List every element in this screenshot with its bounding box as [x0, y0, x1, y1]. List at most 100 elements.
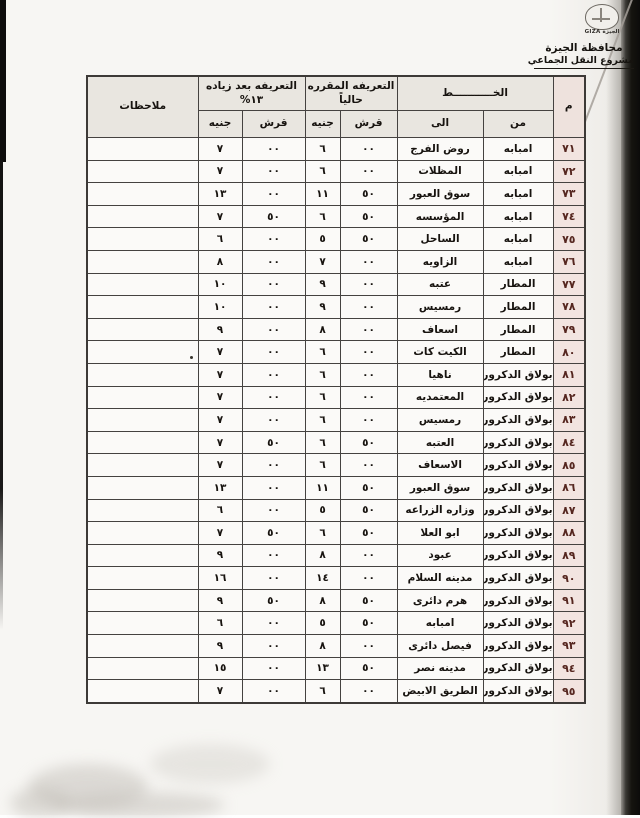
cell-num: ٨١ [552, 362, 586, 387]
cell-new_le: ٩ [197, 588, 243, 613]
cell-new_pt: ٠٠ [241, 453, 306, 477]
table-row: ٧٢ امبابه المظلات ٠٠ ٦ ٠٠ ٧ [86, 159, 586, 184]
cell-notes [86, 498, 199, 523]
cell-new_pt: ٠٠ [241, 543, 306, 568]
cell-new_pt: ٠٠ [241, 295, 306, 319]
cell-cur_le: ٦ [304, 453, 341, 477]
cell-cur_pt: ٥٠ [339, 656, 398, 681]
table-row: ٧٤ امبابه المؤسسه ٥٠ ٦ ٥٠ ٧ [86, 204, 586, 229]
table-row: ٧١ امبابه روض الفرج ٠٠ ٦ ٠٠ ٧ [86, 137, 586, 161]
table-row: ٩٣ بولاق الدكرور فيصل دائرى ٠٠ ٨ ٠٠ ٩ [86, 634, 586, 658]
cell-cur_le: ٨ [304, 634, 341, 658]
scan-smudge-artifact [55, 792, 225, 818]
cell-new_le: ٦ [197, 227, 243, 251]
cell-new_pt: ٠٠ [241, 317, 306, 342]
cell-to: سوق العبور [396, 475, 484, 500]
scan-edge-right-shadow [606, 0, 621, 815]
cell-to: سوق العبور [396, 182, 484, 206]
cell-new_le: ١٠ [197, 295, 243, 319]
cell-new_le: ٧ [197, 408, 243, 432]
cell-notes [86, 656, 199, 681]
cell-notes [86, 475, 199, 500]
cell-new_pt: ٥٠ [241, 204, 306, 229]
cell-new_pt: ٠٠ [241, 340, 306, 364]
cell-from: امبابه [482, 159, 554, 184]
cell-to: ناهيا [396, 362, 484, 387]
cell-notes [86, 227, 199, 251]
cell-notes [86, 521, 199, 545]
cell-cur_pt: ٥٠ [339, 430, 398, 455]
cell-cur_le: ٥ [304, 498, 341, 523]
ink-speck-artifact [190, 356, 193, 359]
cell-num: ٩٠ [552, 566, 586, 590]
cell-from: بولاق الدكرور [482, 679, 554, 704]
cell-num: ٨٦ [552, 475, 586, 500]
cell-cur_le: ٦ [304, 385, 341, 410]
cell-to: المظلات [396, 159, 484, 184]
cell-cur_pt: ٥٠ [339, 521, 398, 545]
cell-cur_le: ١١ [304, 182, 341, 206]
cell-num: ٧٧ [552, 272, 586, 297]
cell-num: ٨٣ [552, 408, 586, 432]
cell-to: المعتمديه [396, 385, 484, 410]
cell-cur_le: ٧ [304, 249, 341, 274]
cell-new_le: ٧ [197, 362, 243, 387]
table-row: ٩٠ بولاق الدكرور مدينه السلام ٠٠ ١٤ ٠٠ ١٦ [86, 566, 586, 590]
cell-cur_pt: ٠٠ [339, 159, 398, 184]
cell-cur_le: ٨ [304, 588, 341, 613]
cell-to: عبود [396, 543, 484, 568]
cell-new_le: ٧ [197, 204, 243, 229]
cell-cur_pt: ٠٠ [339, 317, 398, 342]
cell-from: امبابه [482, 227, 554, 251]
cell-cur_pt: ٠٠ [339, 362, 398, 387]
cell-num: ٧٦ [552, 249, 586, 274]
cell-cur_pt: ٠٠ [339, 566, 398, 590]
cell-cur_pt: ٥٠ [339, 204, 398, 229]
cell-num: ٨٢ [552, 385, 586, 410]
cell-notes [86, 543, 199, 568]
cell-from: بولاق الدكرور [482, 453, 554, 477]
cell-cur_le: ٦ [304, 340, 341, 364]
cell-cur_le: ٦ [304, 430, 341, 455]
cell-to: هرم دائرى [396, 588, 484, 613]
cell-new_pt: ٠٠ [241, 611, 306, 636]
cell-to: وزاره الزراعه [396, 498, 484, 523]
cell-num: ٧٢ [552, 159, 586, 184]
cell-num: ٧٨ [552, 295, 586, 319]
col-header-serial: م [552, 75, 586, 138]
table-row: ٨٤ بولاق الدكرور العتبه ٥٠ ٦ ٥٠ ٧ [86, 430, 586, 455]
cell-cur_le: ٥ [304, 227, 341, 251]
cell-notes [86, 204, 199, 229]
cell-to: الكيت كات [396, 340, 484, 364]
cell-num: ٧٩ [552, 317, 586, 342]
cell-new_le: ١٣ [197, 182, 243, 206]
cell-num: ٨٩ [552, 543, 586, 568]
cell-new_le: ٦ [197, 498, 243, 523]
cell-new_pt: ٠٠ [241, 498, 306, 523]
cell-cur_le: ٦ [304, 159, 341, 184]
cell-to: العتبه [396, 430, 484, 455]
cell-to: رمسيس [396, 295, 484, 319]
cell-new_le: ٧ [197, 453, 243, 477]
cell-new_le: ٧ [197, 521, 243, 545]
cell-num: ٧١ [552, 137, 586, 161]
cell-to: الزاويه [396, 249, 484, 274]
cell-notes [86, 182, 199, 206]
cell-cur_pt: ٠٠ [339, 340, 398, 364]
cell-new_le: ٩ [197, 317, 243, 342]
cell-cur_pt: ٥٠ [339, 227, 398, 251]
cell-notes [86, 588, 199, 613]
cell-notes [86, 430, 199, 455]
table-row: ٩١ بولاق الدكرور هرم دائرى ٥٠ ٨ ٥٠ ٩ [86, 588, 586, 613]
cell-notes [86, 159, 199, 184]
cell-num: ٨٧ [552, 498, 586, 523]
cell-from: بولاق الدكرور [482, 611, 554, 636]
col-header-from: من [482, 110, 554, 138]
cell-new_le: ٩ [197, 634, 243, 658]
organization-name: محافظة الجيزة [545, 42, 623, 54]
cell-from: بولاق الدكرور [482, 408, 554, 432]
cell-notes [86, 566, 199, 590]
col-header-to: الى [396, 110, 484, 138]
cell-from: بولاق الدكرور [482, 543, 554, 568]
